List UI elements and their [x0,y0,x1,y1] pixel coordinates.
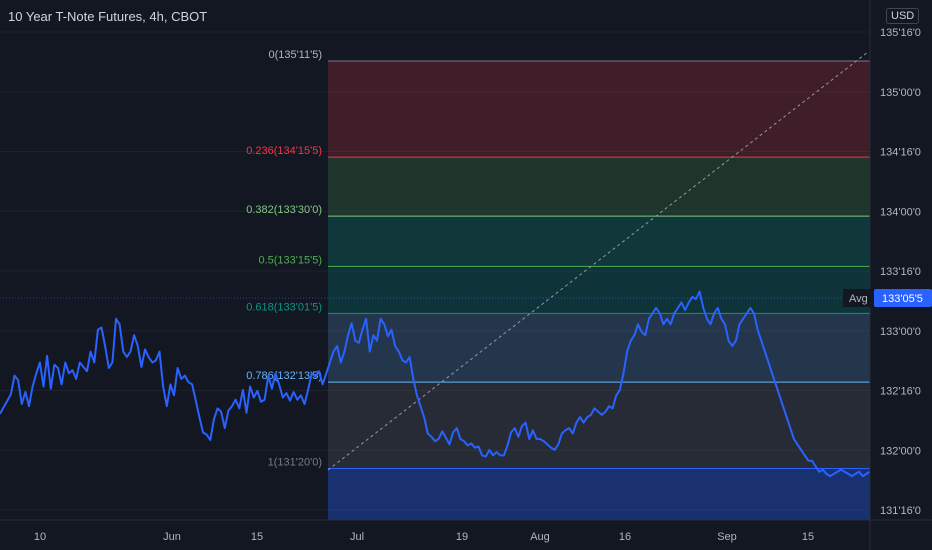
fib-band [328,157,870,217]
fib-level-label: 0.5(133'15'5) [258,254,322,266]
price-tick-label: 132'16'0 [880,386,921,398]
price-tick-label: 134'00'0 [880,206,921,218]
time-tick-label: 15 [802,531,814,543]
last-price-value: 133'05'5 [882,293,923,305]
time-tick-label: 15 [251,531,263,543]
price-tick-label: 132'00'0 [880,445,921,457]
fib-level-label: 0.786(132'13'5) [246,370,322,382]
time-axis-ticks: 10 Jun 15 Jul 19 Aug 16 Sep 15 [34,531,814,543]
last-price-badge: Avg 133'05'5 [843,289,932,307]
fib-level-label: 0.382(133'30'0) [246,204,322,216]
fib-band [328,468,870,520]
time-tick-label: 16 [619,531,631,543]
price-axis-ticks: 135'16'0 135'00'0 134'16'0 134'00'0 133'16'0… [880,27,921,517]
fib-level-label: 0.618(133'01'5) [246,301,322,313]
price-tick-label: 133'00'0 [880,326,921,338]
fib-band [328,266,870,314]
price-tick-label: 134'16'0 [880,147,921,159]
time-tick-label: 10 [34,531,46,543]
price-series-line [0,290,871,478]
price-tick-label: 135'16'0 [880,27,921,39]
avg-label: Avg [849,293,868,305]
time-tick-label: Jul [350,531,364,543]
fib-band [328,216,870,267]
price-tick-label: 135'00'0 [880,87,921,99]
fib-level-label: 1(131'20'0) [268,456,322,468]
fib-band [328,313,870,383]
chart-grid [0,31,870,511]
time-tick-label: 19 [456,531,468,543]
fibonacci-retracement[interactable] [328,60,870,520]
price-tick-label: 131'16'0 [880,505,921,517]
time-tick-label: Sep [717,531,737,543]
time-tick-label: Aug [530,531,550,543]
symbol-title[interactable]: 10 Year T-Note Futures, 4h, CBOT [8,9,208,24]
fib-band [328,60,870,158]
fib-level-label: 0.236(134'15'5) [246,145,322,157]
price-tick-label: 133'16'0 [880,266,921,278]
time-tick-label: Jun [163,531,181,543]
fibonacci-labels: 0(135'11'5) 0.236(134'15'5) 0.382(133'30'0… [246,49,322,469]
fib-level-label: 0(135'11'5) [268,49,322,61]
currency-button[interactable]: USD [886,8,920,24]
price-axis-panel[interactable] [870,0,932,520]
